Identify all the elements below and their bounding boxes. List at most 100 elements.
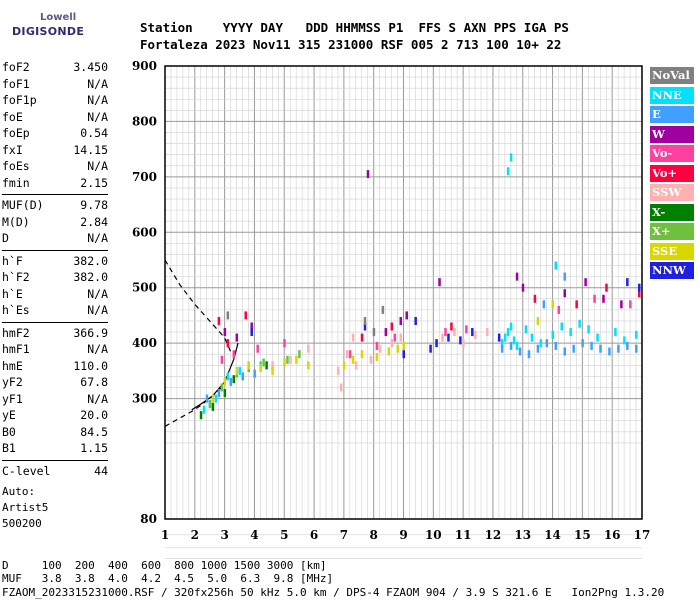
x-tick-label: 17 <box>634 528 651 542</box>
legend-item-ssw: SSW <box>650 184 694 201</box>
param-key: fmin <box>2 175 30 190</box>
param-row: h`F 382.0 <box>2 254 108 270</box>
echo-point-vo- <box>244 311 247 320</box>
x-tick-label: 3 <box>220 528 228 542</box>
echo-point-sse <box>247 361 250 370</box>
param-key: yF2 <box>2 375 23 389</box>
echo-point-w <box>223 328 227 337</box>
echo-point-w <box>250 322 253 331</box>
echo-point-ssw <box>462 339 465 348</box>
param-key: hmF2 <box>2 325 30 340</box>
echo-point-x- <box>286 355 289 364</box>
echo-point-vo- <box>390 322 394 331</box>
y-tick-label: 700 <box>132 170 157 184</box>
echo-point-ssw <box>339 383 343 392</box>
echo-point-ssw <box>369 355 373 364</box>
echo-point-nne <box>238 366 242 375</box>
param-value: 382.0 <box>73 253 108 268</box>
param-key: yF1 <box>2 391 23 406</box>
echo-point-sse <box>271 366 274 375</box>
echo-point-vo- <box>348 350 352 359</box>
echo-point-ssw <box>336 366 340 375</box>
echo-point-e <box>229 377 233 386</box>
param-key: C-level <box>2 463 51 478</box>
echo-point-ssw <box>289 355 292 364</box>
echo-point-nne <box>214 394 218 403</box>
y-tick-label: 300 <box>132 392 157 406</box>
param-value: N/A <box>87 76 108 91</box>
param-key: h`F <box>2 253 23 268</box>
echo-point-nne <box>614 328 617 337</box>
x-tick-label: 13 <box>514 528 531 542</box>
echo-point-vo- <box>465 325 468 334</box>
echo-point-sse <box>351 355 355 364</box>
echo-point-e <box>572 344 575 353</box>
echo-point-x- <box>208 400 212 409</box>
param-value: N/A <box>87 109 108 124</box>
param-key: foF1 <box>2 76 30 91</box>
param-separator <box>2 194 108 195</box>
echo-point-w <box>366 170 370 179</box>
param-value: 44 <box>94 463 108 478</box>
echo-point-e <box>241 372 245 381</box>
echo-point-vo- <box>557 305 561 314</box>
x-tick-label: 1 <box>161 528 169 542</box>
echo-point-e <box>536 344 540 353</box>
echo-point-e <box>563 347 566 356</box>
echo-point-sse <box>402 341 405 350</box>
param-value: 1.15 <box>80 441 108 455</box>
param-key: B0 <box>2 424 16 439</box>
echo-point-nne <box>202 405 206 414</box>
param-row: h`E N/A <box>2 287 108 303</box>
param-separator <box>2 249 108 251</box>
echo-point-ssw <box>378 344 382 353</box>
echo-point-sse <box>307 361 310 370</box>
echo-point-noval <box>381 305 385 314</box>
param-value: 110.0 <box>73 358 108 373</box>
echo-point-nne <box>503 333 507 342</box>
x-tick-label: 14 <box>544 528 561 542</box>
echo-point-sse <box>223 377 227 386</box>
param-row: foEs N/A <box>2 159 108 175</box>
echo-point-e <box>599 344 602 353</box>
legend-item-x-: X+ <box>650 223 694 240</box>
echo-point-w <box>235 333 239 342</box>
echo-point-ssw <box>453 328 456 337</box>
param-value: 2.15 <box>80 175 108 190</box>
echo-point-ssw <box>354 361 358 370</box>
param-key: foEp <box>2 126 30 140</box>
echo-point-nnw <box>435 339 438 348</box>
echo-point-w <box>384 328 388 337</box>
param-key: B1 <box>2 441 16 455</box>
echo-point-w <box>584 278 587 287</box>
echo-point-sse <box>360 350 364 359</box>
echo-point-sse <box>283 358 286 367</box>
param-row: fmin 2.15 <box>2 176 108 192</box>
autoscale-label: Auto: <box>2 485 36 498</box>
param-value: N/A <box>87 231 108 245</box>
y-tick-label: 80 <box>140 512 157 526</box>
echo-point-x- <box>223 389 227 398</box>
param-key: foF1p <box>2 93 37 107</box>
echo-point-ssw <box>271 361 274 370</box>
echo-point-vo- <box>450 322 453 331</box>
echo-point-ssw <box>351 333 355 342</box>
legend-item-vo-: Vo- <box>650 145 694 162</box>
echo-point-w <box>521 283 525 292</box>
autoscale-method: Artist5 <box>2 501 49 514</box>
echo-point-sse <box>387 347 391 356</box>
echo-point-nnw <box>497 333 501 342</box>
legend-item-noval: NoVal <box>650 67 694 84</box>
echo-point-w <box>399 316 403 325</box>
echo-point-nne <box>596 333 599 342</box>
echo-point-nnw <box>471 328 474 337</box>
echo-point-e <box>518 347 522 356</box>
echo-point-e <box>617 344 620 353</box>
echo-point-nne <box>560 322 564 331</box>
param-value: 382.0 <box>73 270 108 284</box>
param-row: B0 84.5 <box>2 425 108 441</box>
echo-point-nne <box>587 325 590 334</box>
echo-point-nnw <box>402 350 405 359</box>
echo-point-vo- <box>575 300 578 309</box>
echo-point-ssw <box>485 328 489 337</box>
